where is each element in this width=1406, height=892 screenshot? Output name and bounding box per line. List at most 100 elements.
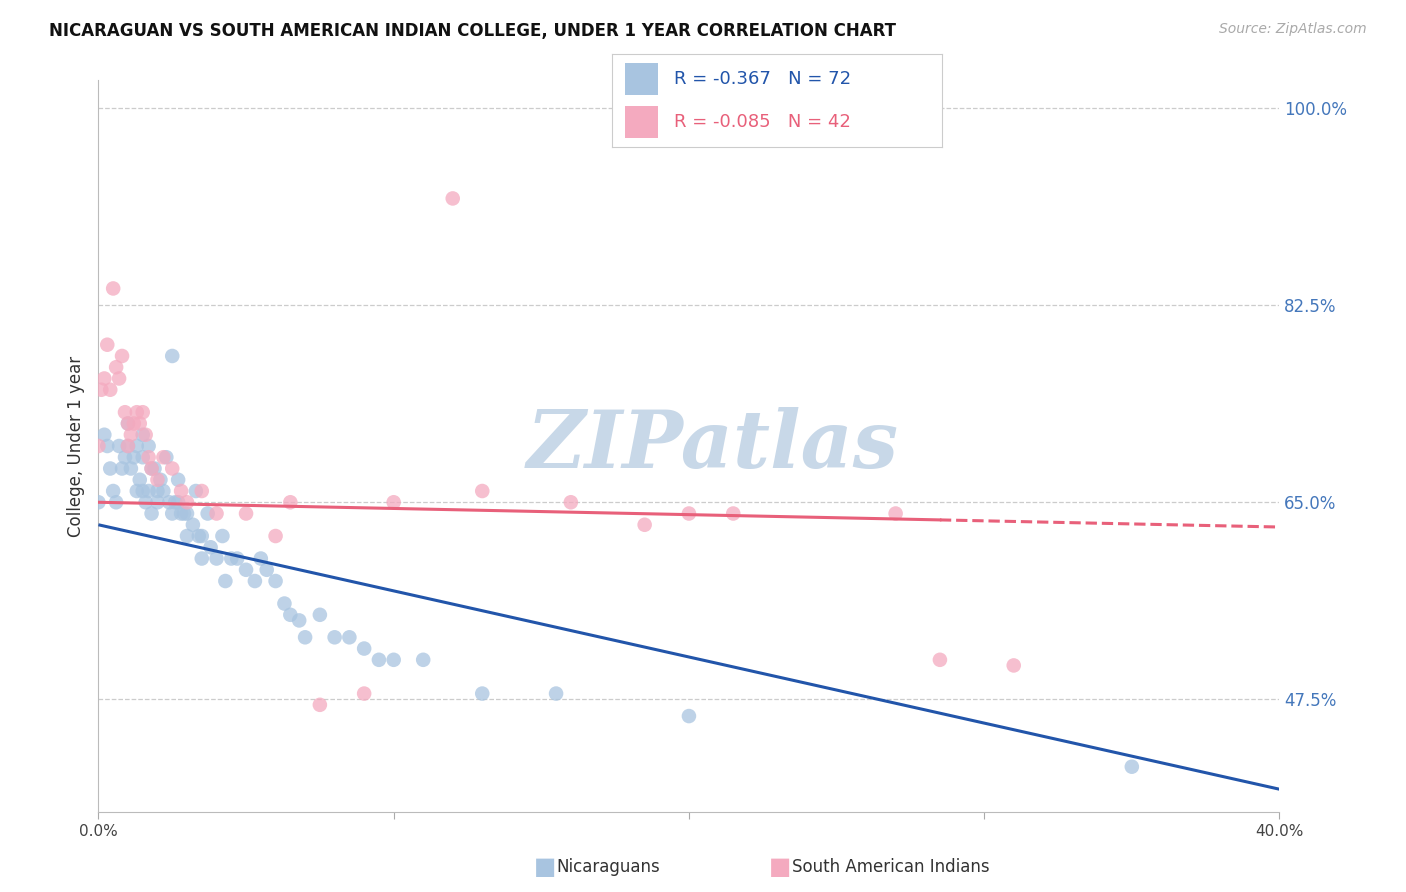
Point bbox=[120, 427, 142, 442]
Text: South American Indians: South American Indians bbox=[792, 858, 990, 876]
Point bbox=[138, 439, 160, 453]
Text: NICARAGUAN VS SOUTH AMERICAN INDIAN COLLEGE, UNDER 1 YEAR CORRELATION CHART: NICARAGUAN VS SOUTH AMERICAN INDIAN COLL… bbox=[49, 22, 896, 40]
Point bbox=[723, 507, 745, 521]
Point bbox=[167, 473, 190, 487]
Point bbox=[162, 349, 183, 363]
Bar bbox=[624, 63, 658, 95]
Point bbox=[103, 281, 125, 295]
Point bbox=[96, 439, 118, 453]
Point bbox=[205, 507, 228, 521]
Point bbox=[93, 427, 115, 442]
Point bbox=[170, 507, 193, 521]
Point bbox=[125, 483, 148, 498]
Point bbox=[143, 461, 166, 475]
Point bbox=[135, 495, 157, 509]
Point bbox=[146, 473, 169, 487]
Point bbox=[200, 541, 222, 555]
Point bbox=[176, 507, 198, 521]
Point bbox=[560, 495, 582, 509]
Point bbox=[108, 439, 131, 453]
Point bbox=[125, 439, 148, 453]
Point bbox=[278, 607, 302, 622]
Point bbox=[120, 461, 142, 475]
Point bbox=[412, 653, 434, 667]
Point bbox=[155, 450, 177, 465]
Point bbox=[108, 371, 131, 385]
Point bbox=[184, 483, 207, 498]
Point bbox=[117, 417, 139, 431]
Point bbox=[103, 483, 125, 498]
Point bbox=[211, 529, 233, 543]
Point bbox=[353, 641, 375, 656]
Point bbox=[132, 427, 155, 442]
Point bbox=[165, 495, 187, 509]
Point bbox=[152, 450, 174, 465]
Text: ■: ■ bbox=[769, 855, 792, 879]
Point bbox=[546, 687, 568, 701]
Point bbox=[122, 450, 145, 465]
Bar bbox=[624, 106, 658, 138]
Point bbox=[256, 563, 278, 577]
Point bbox=[191, 483, 214, 498]
Point bbox=[197, 507, 219, 521]
Point bbox=[176, 529, 198, 543]
Point bbox=[90, 383, 112, 397]
Text: Nicaraguans: Nicaraguans bbox=[557, 858, 661, 876]
Point bbox=[264, 529, 287, 543]
Point bbox=[368, 653, 391, 667]
Point bbox=[128, 417, 150, 431]
Point bbox=[141, 461, 163, 475]
Point bbox=[125, 405, 148, 419]
Point bbox=[96, 337, 118, 351]
Point bbox=[138, 450, 160, 465]
Point bbox=[111, 349, 134, 363]
Point bbox=[235, 563, 257, 577]
Point bbox=[117, 439, 139, 453]
Point bbox=[132, 483, 155, 498]
Point bbox=[243, 574, 266, 588]
Point bbox=[141, 507, 163, 521]
Point bbox=[146, 495, 169, 509]
Point bbox=[309, 698, 332, 712]
Point bbox=[214, 574, 236, 588]
Point bbox=[633, 517, 655, 532]
Point bbox=[93, 371, 115, 385]
Point bbox=[294, 630, 316, 644]
Point bbox=[219, 551, 242, 566]
Point bbox=[122, 417, 145, 431]
Point bbox=[471, 687, 494, 701]
Point bbox=[250, 551, 273, 566]
Point bbox=[441, 191, 464, 205]
Text: R = -0.085   N = 42: R = -0.085 N = 42 bbox=[675, 113, 851, 131]
Point bbox=[205, 551, 228, 566]
Text: ■: ■ bbox=[534, 855, 557, 879]
Point bbox=[1121, 760, 1143, 774]
Point bbox=[105, 360, 128, 375]
Point bbox=[226, 551, 249, 566]
Point bbox=[1002, 658, 1025, 673]
Point bbox=[471, 483, 494, 498]
Point bbox=[678, 507, 700, 521]
Point bbox=[105, 495, 128, 509]
Point bbox=[167, 495, 190, 509]
Point bbox=[173, 507, 195, 521]
Point bbox=[87, 439, 110, 453]
Point bbox=[323, 630, 346, 644]
Point bbox=[309, 607, 332, 622]
Point bbox=[264, 574, 287, 588]
Point bbox=[884, 507, 907, 521]
Point bbox=[117, 439, 139, 453]
Point bbox=[111, 461, 134, 475]
Point bbox=[138, 483, 160, 498]
Point bbox=[87, 495, 110, 509]
Point bbox=[114, 450, 136, 465]
Point bbox=[162, 461, 183, 475]
Point bbox=[132, 405, 155, 419]
Point bbox=[273, 597, 295, 611]
Point bbox=[339, 630, 360, 644]
Point bbox=[288, 614, 311, 628]
Point bbox=[98, 383, 121, 397]
Point bbox=[157, 495, 180, 509]
Point bbox=[162, 507, 183, 521]
Point bbox=[191, 551, 214, 566]
